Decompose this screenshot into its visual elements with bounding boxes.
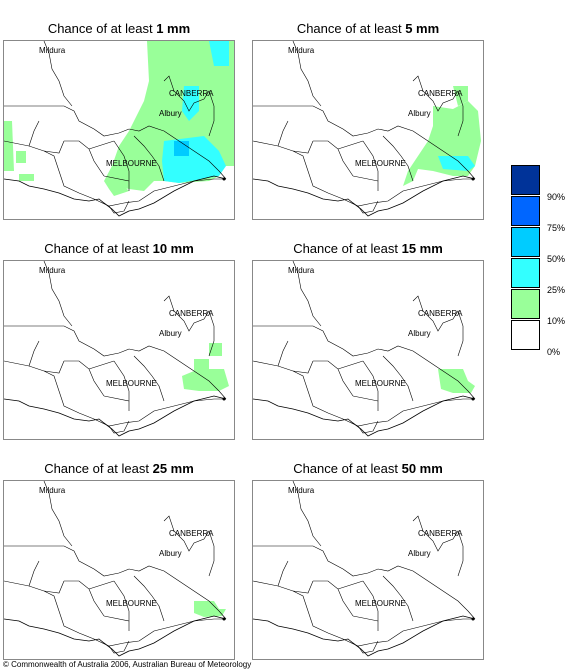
victoria-map-10mm: Mildura CANBERRA Albury MELBOURNE (4, 261, 229, 437)
canberra-label: CANBERRA (418, 89, 463, 98)
legend-swatch (511, 196, 540, 226)
legend-label: 50% (547, 254, 566, 264)
coastline (4, 615, 227, 657)
rain-shading (403, 86, 481, 186)
probability-map: Mildura CANBERRA Albury MELBOURNE (3, 40, 235, 220)
albury-label: Albury (408, 549, 431, 558)
panel-title: Chance of at least 25 mm (44, 461, 194, 476)
melbourne-label: MELBOURNE (106, 379, 157, 388)
mildura-label: Mildura (39, 46, 66, 55)
albury-label: Albury (159, 329, 182, 338)
albury-label: Albury (408, 109, 431, 118)
rain-shading (4, 41, 234, 196)
legend-label: 25% (547, 285, 566, 295)
melbourne-label: MELBOURNE (355, 379, 406, 388)
probability-map: Mildura CANBERRA Albury MELBOURNE (3, 260, 235, 440)
coastline (253, 175, 476, 217)
state-borders (4, 481, 227, 654)
copyright-notice: © Commonwealth of Australia 2006, Austra… (3, 660, 252, 669)
legend-swatch (511, 320, 540, 350)
canberra-label: CANBERRA (418, 529, 463, 538)
state-borders (253, 481, 476, 654)
coastline (4, 175, 227, 217)
albury-label: Albury (159, 549, 182, 558)
panel-title: Chance of at least 15 mm (293, 241, 443, 256)
canberra-label: CANBERRA (169, 529, 214, 538)
victoria-map-25mm: Mildura CANBERRA Albury MELBOURNE (4, 481, 227, 657)
state-borders (4, 261, 227, 434)
legend-swatch (511, 227, 540, 257)
panel-title: Chance of at least 10 mm (44, 241, 194, 256)
legend-label: 90% (547, 192, 566, 202)
legend-label: 0% (547, 347, 561, 357)
coastline (253, 615, 476, 657)
legend-swatch (511, 258, 540, 288)
legend-label: 10% (547, 316, 566, 326)
victoria-map-5mm: Mildura CANBERRA Albury MELBOURNE (253, 41, 481, 217)
panel-title: Chance of at least 5 mm (296, 21, 440, 36)
probability-map: Mildura CANBERRA Albury MELBOURNE (252, 260, 484, 440)
coastline (253, 395, 476, 437)
probability-map: Mildura CANBERRA Albury MELBOURNE (252, 40, 484, 220)
legend-label: 75% (547, 223, 566, 233)
mildura-label: Mildura (288, 46, 315, 55)
mildura-label: Mildura (39, 266, 66, 275)
mildura-label: Mildura (288, 266, 315, 275)
melbourne-label: MELBOURNE (106, 599, 157, 608)
mildura-label: Mildura (39, 486, 66, 495)
legend-swatch (511, 165, 540, 195)
rain-shading (182, 343, 229, 391)
state-borders (253, 41, 476, 214)
probability-map: Mildura CANBERRA Albury MELBOURNE (3, 480, 235, 660)
state-borders (4, 41, 227, 214)
panel-title: Chance of at least 50 mm (293, 461, 443, 476)
melbourne-label: MELBOURNE (355, 159, 406, 168)
albury-label: Albury (408, 329, 431, 338)
victoria-map-50mm: Mildura CANBERRA Albury MELBOURNE (253, 481, 476, 657)
state-borders (253, 261, 476, 434)
canberra-label: CANBERRA (418, 309, 463, 318)
legend-swatch (511, 289, 540, 319)
melbourne-label: MELBOURNE (106, 159, 157, 168)
rain-shading (194, 601, 226, 617)
coastline (4, 395, 227, 437)
mildura-label: Mildura (288, 486, 315, 495)
victoria-map-1mm: Mildura CANBERRA Albury MELBOURNE (4, 41, 234, 217)
melbourne-label: MELBOURNE (355, 599, 406, 608)
canberra-label: CANBERRA (169, 89, 214, 98)
albury-label: Albury (159, 109, 182, 118)
rain-shading (438, 369, 475, 393)
panel-title: Chance of at least 1 mm (47, 21, 191, 36)
canberra-label: CANBERRA (169, 309, 214, 318)
probability-map: Mildura CANBERRA Albury MELBOURNE (252, 480, 484, 660)
victoria-map-15mm: Mildura CANBERRA Albury MELBOURNE (253, 261, 476, 437)
